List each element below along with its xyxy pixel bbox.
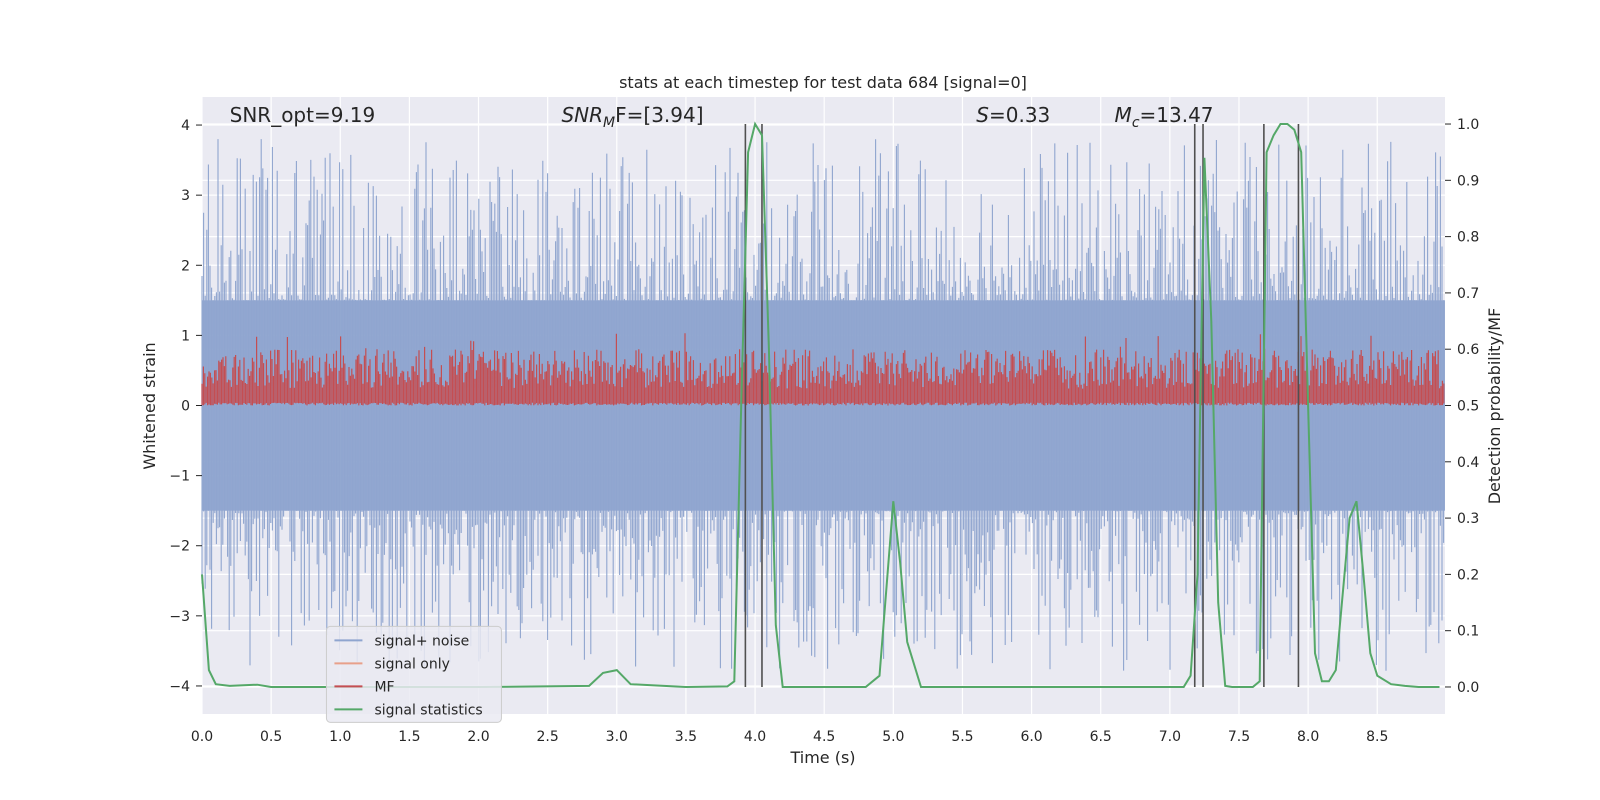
annotation-3: Mc=13.47 bbox=[1115, 103, 1214, 131]
y-tick-label: −4 bbox=[169, 679, 190, 695]
annotation-2: S=0.33 bbox=[976, 103, 1050, 127]
y2-tick-label: 0.7 bbox=[1457, 286, 1479, 302]
y2-tick-label: 0.3 bbox=[1457, 511, 1479, 527]
y-axis-label: Whitened strain bbox=[140, 342, 159, 469]
y-axis-ticks: −4 −3 −2 −1 0 1 2 3 4 bbox=[169, 118, 202, 695]
x-tick-label: 0.0 bbox=[191, 729, 213, 745]
x-tick-label: 2.5 bbox=[537, 729, 559, 745]
x-axis-label: Time (s) bbox=[789, 748, 855, 767]
y2-axis-label: Detection probability/MF bbox=[1485, 308, 1504, 505]
y2-tick-label: 0.6 bbox=[1457, 342, 1479, 358]
y2-tick-label: 0.9 bbox=[1457, 173, 1479, 189]
y2-tick-label: 0.8 bbox=[1457, 230, 1479, 246]
y-tick-label: −2 bbox=[169, 539, 190, 555]
x-tick-label: 8.0 bbox=[1297, 729, 1319, 745]
x-tick-label: 2.0 bbox=[467, 729, 489, 745]
y2-tick-label: 0.0 bbox=[1457, 680, 1479, 696]
x-tick-label: 6.5 bbox=[1090, 729, 1112, 745]
annotation-1: SNRMF=[3.94] bbox=[561, 103, 703, 131]
legend-label-3: signal statistics bbox=[374, 702, 482, 718]
x-tick-label: 3.5 bbox=[675, 729, 697, 745]
x-tick-label: 1.5 bbox=[398, 729, 420, 745]
x-tick-label: 4.0 bbox=[744, 729, 766, 745]
x-tick-label: 6.0 bbox=[1020, 729, 1042, 745]
x-tick-label: 8.5 bbox=[1366, 729, 1388, 745]
y2-tick-label: 1.0 bbox=[1457, 117, 1479, 133]
legend-box bbox=[325, 625, 502, 723]
y-tick-label: 3 bbox=[181, 188, 190, 204]
noise-band bbox=[202, 300, 1445, 511]
y-tick-label: 0 bbox=[181, 399, 190, 415]
legend-label-1: signal only bbox=[374, 656, 449, 672]
chart-title: stats at each timestep for test data 684… bbox=[619, 73, 1027, 92]
y2-tick-label: 0.2 bbox=[1457, 567, 1479, 583]
y-tick-label: 2 bbox=[181, 258, 190, 274]
x-tick-label: 3.0 bbox=[606, 729, 628, 745]
legend-label-0: signal+ noise bbox=[374, 633, 469, 649]
y-tick-label: −3 bbox=[169, 609, 190, 625]
y2-tick-label: 0.4 bbox=[1457, 455, 1479, 471]
signal-statistics-series bbox=[201, 121, 1440, 689]
signal-statistics-line bbox=[201, 121, 1440, 689]
y2-axis-ticks: 0.0 0.1 0.2 0.3 0.4 0.5 0.6 0.7 0.8 0.9 1.0 bbox=[1445, 117, 1479, 696]
y-tick-label: 1 bbox=[181, 328, 190, 344]
x-tick-label: 5.0 bbox=[882, 729, 904, 745]
y2-tick-label: 0.1 bbox=[1457, 624, 1479, 640]
x-axis-ticks: 0.0 0.5 1.0 1.5 2.0 2.5 3.0 3.5 4.0 4.5 5.0 5.5 6.0 6… bbox=[191, 729, 1389, 745]
annotation-0: SNR_opt=9.19 bbox=[230, 103, 376, 127]
legend: signal+ noise signal only MF signal statist… bbox=[325, 625, 502, 723]
y2-tick-label: 0.5 bbox=[1457, 399, 1479, 415]
x-tick-label: 5.5 bbox=[951, 729, 973, 745]
y-tick-label: 4 bbox=[181, 118, 190, 134]
x-tick-label: 4.5 bbox=[813, 729, 835, 745]
annotations: SNR_opt=9.19 SNRMF=[3.94] S=0.33 Mc=13.47 bbox=[230, 103, 1214, 131]
x-tick-label: 7.5 bbox=[1228, 729, 1250, 745]
x-tick-label: 7.0 bbox=[1159, 729, 1181, 745]
x-tick-label: 1.0 bbox=[329, 729, 351, 745]
y-tick-label: −1 bbox=[169, 469, 190, 485]
x-tick-label: 0.5 bbox=[260, 729, 282, 745]
legend-label-2: MF bbox=[374, 679, 394, 695]
